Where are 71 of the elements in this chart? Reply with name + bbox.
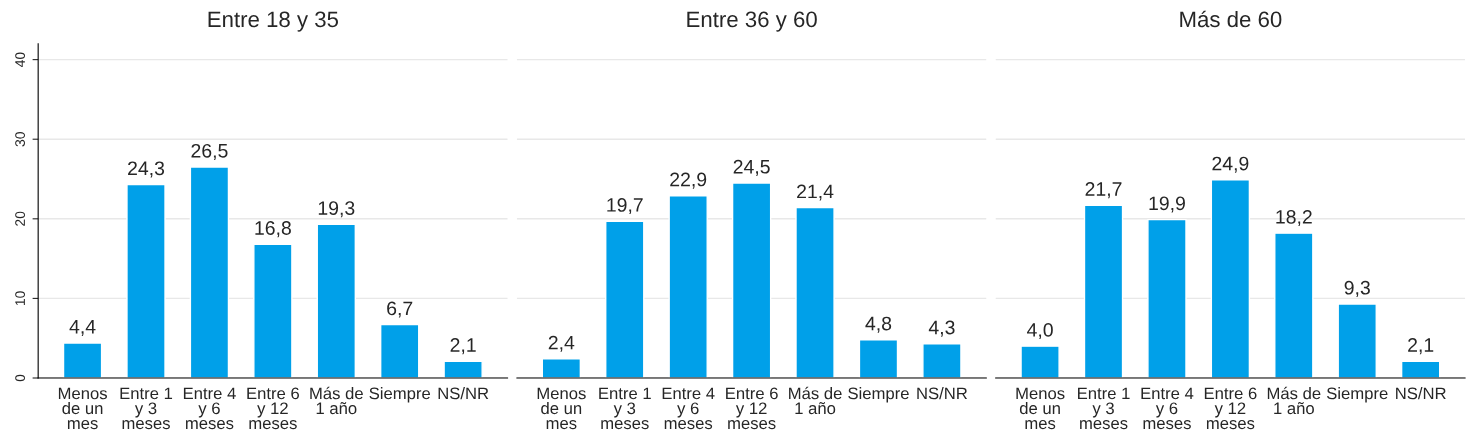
y-tick-label: 20: [15, 211, 26, 226]
x-tick-label: Entre 1 y 3 meses: [599, 387, 651, 430]
bar: [1083, 204, 1124, 379]
bar: [1400, 360, 1441, 379]
data-label: 4,3: [928, 320, 955, 337]
data-label: 4,8: [865, 316, 892, 333]
data-label: 26,5: [191, 143, 228, 160]
x-tick-label: Menos de un mes: [58, 387, 107, 430]
chart-title: Entre 36 y 60: [687, 11, 817, 32]
bar: [1274, 232, 1314, 379]
bar: [253, 243, 293, 379]
x-tick-label: Siempre: [1326, 387, 1388, 403]
x-tick-label: Entre 4 y 6 meses: [183, 387, 236, 430]
bar: [668, 195, 708, 379]
data-label: 21,4: [797, 184, 834, 201]
data-label: 9,3: [1344, 280, 1370, 297]
data-label: 22,9: [670, 172, 707, 189]
data-label: 19,9: [1149, 196, 1185, 213]
bar: [922, 343, 962, 379]
x-tick-label: Entre 4 y 6 meses: [662, 387, 715, 430]
data-label: 16,8: [255, 221, 291, 238]
x-tick-label: Siempre: [848, 387, 909, 403]
bar: [126, 183, 166, 379]
bar: [62, 342, 103, 379]
data-label: 18,2: [1276, 209, 1312, 227]
x-tick-label: Menos de un mes: [537, 387, 586, 430]
data-label: 24,9: [1212, 156, 1249, 173]
chart-title: Más de 60: [1180, 10, 1282, 28]
data-label: 6,7: [387, 301, 413, 318]
data-label: 2,1: [450, 338, 476, 355]
bar: [1210, 179, 1251, 379]
x-tick-label: Más de 1 año: [310, 386, 363, 415]
bar: [379, 323, 420, 379]
data-label: 4,4: [69, 320, 96, 336]
data-label: 2,1: [1408, 338, 1434, 355]
data-label: 24,5: [733, 159, 770, 176]
x-tick-label: NS/NR: [917, 387, 968, 400]
x-tick-label: Entre 1 y 3 meses: [120, 387, 173, 430]
bar: [189, 166, 230, 379]
data-label: 2,4: [548, 335, 575, 352]
bar: [1020, 345, 1060, 379]
x-tick-label: Más de 1 año: [1267, 386, 1321, 415]
y-tick-label: 10: [15, 291, 26, 306]
x-tick-label: NS/NR: [1396, 387, 1446, 400]
chart-title: Entre 18 y 35: [208, 11, 339, 32]
x-tick-label: Menos de un mes: [1016, 387, 1065, 430]
bar: [731, 182, 772, 379]
y-tick-label: 0: [15, 374, 26, 382]
bar: [1337, 303, 1377, 379]
data-label: 19,7: [607, 198, 643, 215]
x-tick-label: Entre 6 y 12 meses: [1204, 387, 1257, 430]
x-tick-label: Entre 4 y 6 meses: [1141, 387, 1194, 430]
x-tick-label: Más de 1 año: [789, 386, 842, 415]
bar: [605, 220, 645, 379]
x-tick-label: Entre 6 y 12 meses: [247, 387, 299, 430]
bar: [795, 206, 835, 379]
data-label: 21,7: [1085, 182, 1122, 199]
bar: [1147, 218, 1187, 379]
y-tick-label: 30: [15, 132, 26, 147]
data-label: 4,0: [1027, 323, 1053, 340]
x-tick-label: Siempre: [369, 387, 430, 403]
x-tick-label: Entre 1 y 3 meses: [1078, 387, 1130, 430]
y-tick-label: 40: [15, 52, 26, 68]
x-tick-label: Entre 6 y 12 meses: [726, 387, 778, 430]
bar: [316, 223, 357, 379]
data-label: 19,3: [318, 201, 355, 218]
bar: [541, 358, 582, 379]
x-tick-label: NS/NR: [438, 387, 489, 400]
bar: [443, 360, 483, 379]
bar: [858, 339, 899, 379]
data-label: 24,3: [128, 161, 165, 178]
